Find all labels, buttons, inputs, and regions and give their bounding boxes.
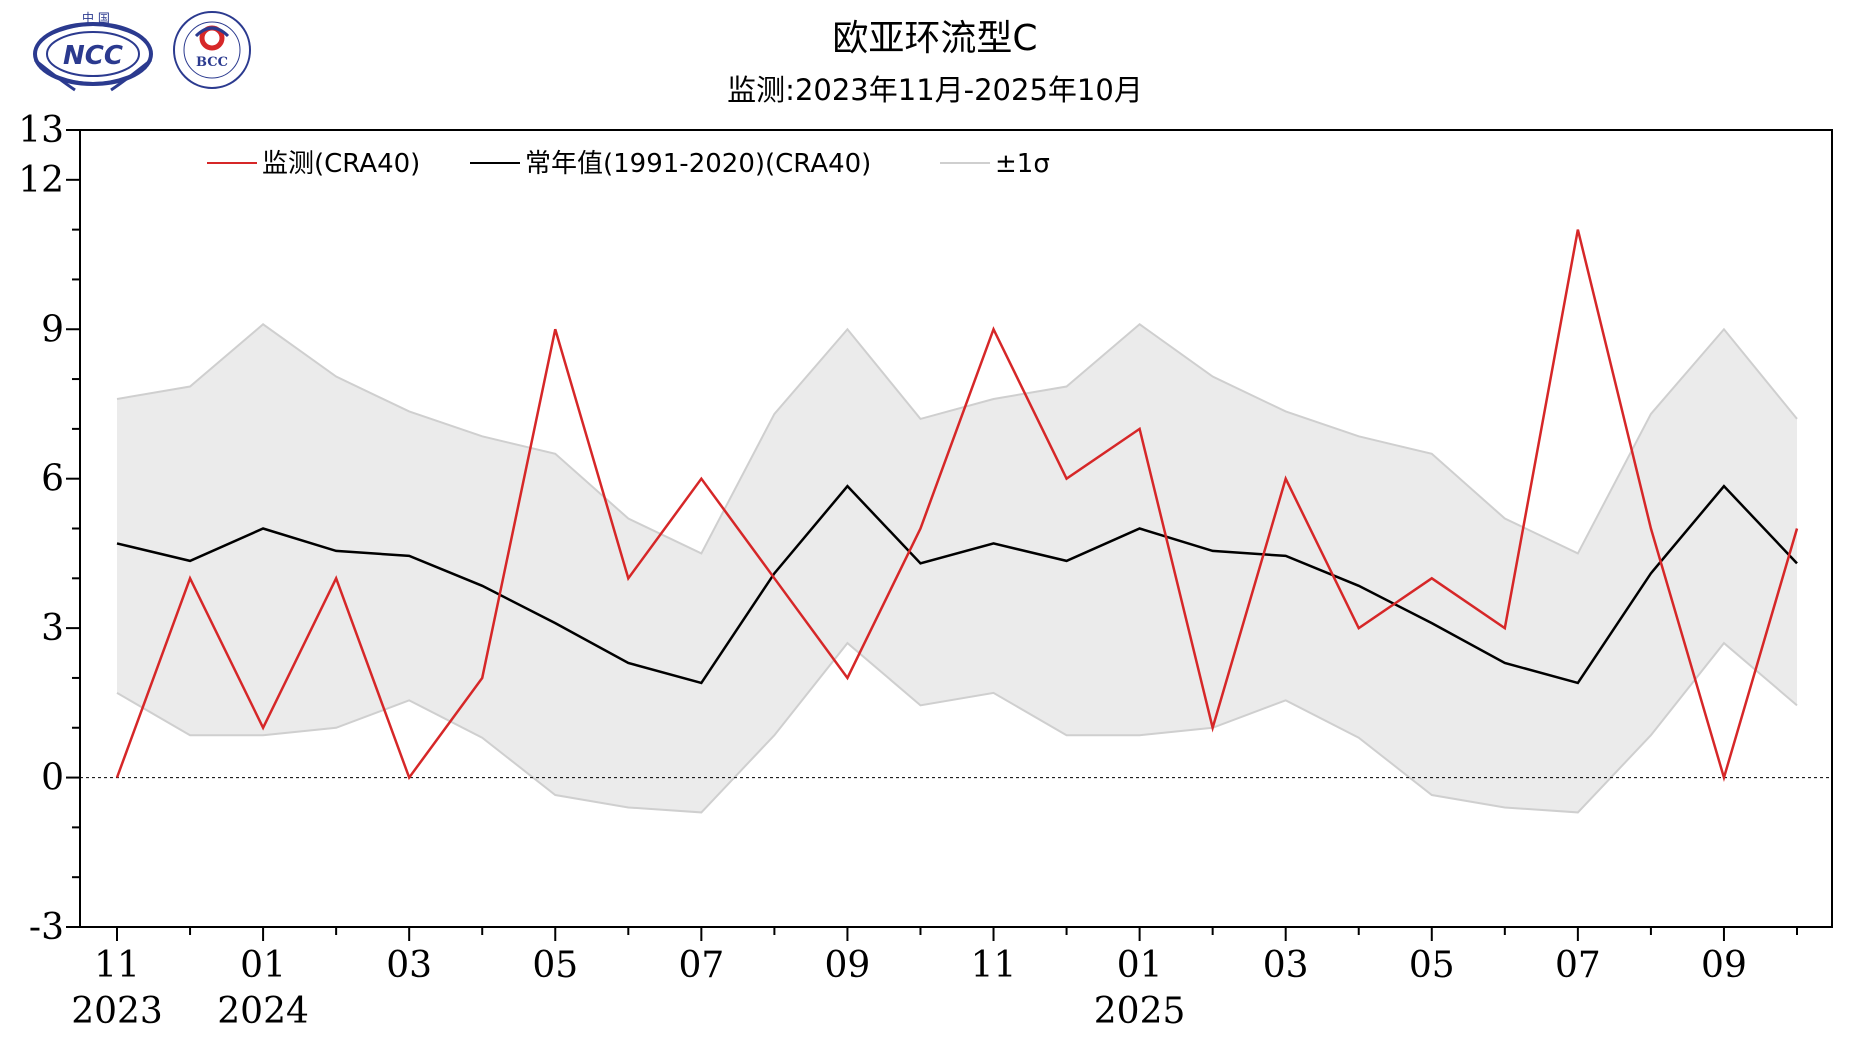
sigma-band-area [117, 324, 1797, 813]
y-tick-label: -3 [29, 907, 64, 948]
legend: 监测(CRA40) 常年值(1991-2020)(CRA40) ±1σ [207, 149, 1050, 179]
legend-normal-label: 常年值(1991-2020)(CRA40) [525, 149, 871, 179]
legend-monitor: 监测(CRA40) [207, 149, 420, 179]
ncc-logo-icon: 中 国 NCC [33, 10, 153, 92]
ncc-logo-top-text: 中 国 [82, 10, 110, 25]
x-axis: 11 2023 01 2024 03 05 07 09 11 01 2025 03 05 07 09 [71, 927, 1798, 1032]
x-tick-year-label: 2023 [71, 991, 163, 1032]
x-tick-month-label: 01 [1117, 945, 1163, 986]
y-tick-label: 13 [18, 110, 64, 151]
x-tick-month-label: 09 [825, 945, 871, 986]
legend-normal: 常年值(1991-2020)(CRA40) [470, 149, 871, 179]
x-tick-month-label: 07 [678, 945, 724, 986]
y-tick-label: 3 [41, 608, 64, 649]
x-tick-month-label: 01 [240, 945, 286, 986]
legend-monitor-label: 监测(CRA40) [262, 149, 420, 179]
chart-title: 欧亚环流型C [832, 18, 1037, 59]
series-layer [115, 229, 1799, 783]
x-tick-month-label: 05 [1409, 945, 1455, 986]
x-tick-year-label: 2024 [217, 991, 309, 1032]
y-tick-label: 0 [41, 758, 64, 799]
sigma-band-upper-edge [116, 323, 1798, 555]
legend-sigma: ±1σ [940, 149, 1050, 179]
y-axis: -3 0 3 6 9 12 13 [18, 110, 80, 948]
x-tick-month-label: 07 [1555, 945, 1601, 986]
sigma-band-lower-edge [116, 641, 1798, 814]
ncc-logo-text: NCC [63, 41, 123, 71]
x-tick-month-label: 09 [1701, 945, 1747, 986]
y-tick-label: 12 [18, 160, 64, 201]
series-monitor-line [115, 229, 1799, 783]
series-normal-line [116, 484, 1798, 685]
y-tick-label: 6 [41, 459, 64, 500]
y-tick-label: 9 [41, 309, 64, 350]
sigma-band-layer [116, 323, 1798, 814]
x-tick-month-label: 11 [94, 945, 140, 986]
x-tick-month-label: 03 [386, 945, 432, 986]
x-tick-month-label: 11 [971, 945, 1017, 986]
legend-sigma-label: ±1σ [995, 149, 1050, 179]
bcc-logo-text: BCC [196, 55, 228, 70]
x-tick-month-label: 03 [1263, 945, 1309, 986]
x-tick-year-label: 2025 [1094, 991, 1186, 1032]
chart-subtitle: 监测:2023年11月-2025年10月 [727, 73, 1143, 107]
x-tick-month-label: 05 [532, 945, 578, 986]
bcc-logo-icon: BCC [173, 11, 251, 89]
